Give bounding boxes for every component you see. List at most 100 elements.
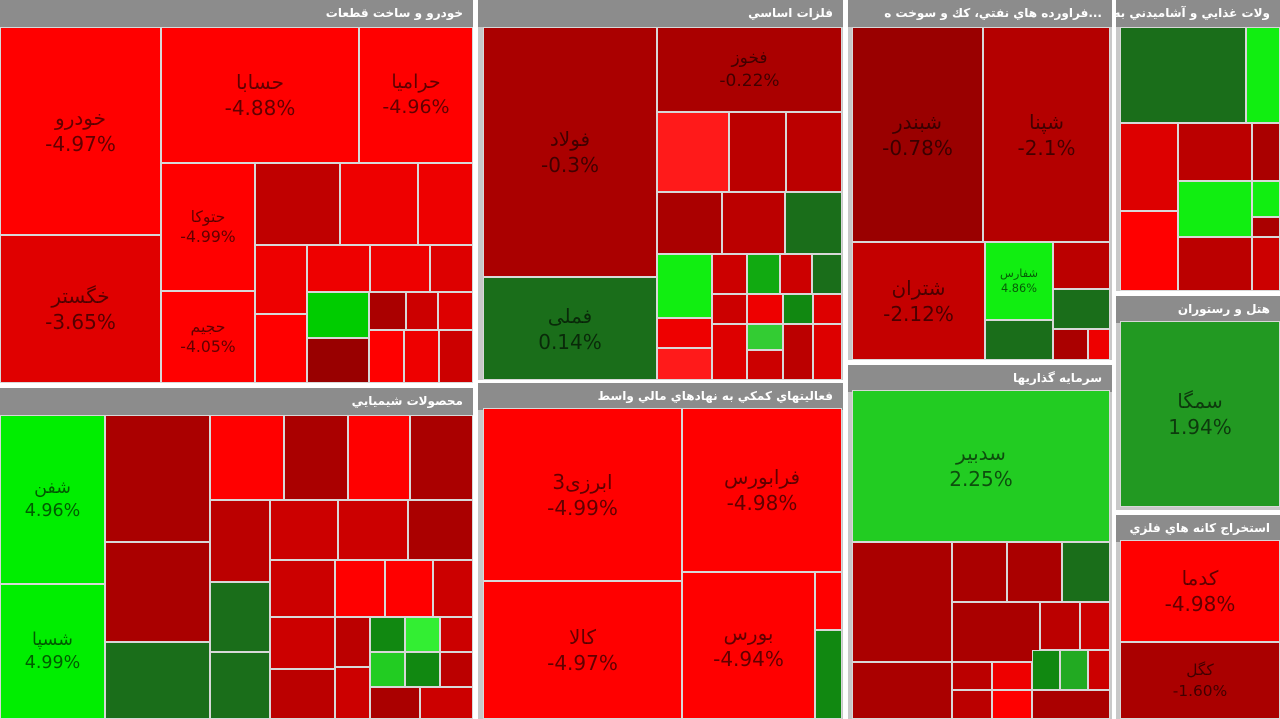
stock-tile <box>1032 650 1060 690</box>
stock-tile <box>852 662 952 719</box>
stock-tile <box>1246 27 1280 123</box>
stock-tile <box>370 245 430 292</box>
stock-tile <box>712 324 747 380</box>
price-change: 2.25% <box>949 467 1013 491</box>
price-change: 4.96% <box>24 500 81 521</box>
price-change: 0.14% <box>538 329 602 354</box>
stock-tile <box>1120 211 1178 291</box>
stock-tile <box>385 560 433 617</box>
sector-title: فعاليتهاي كمكي به نهادهاي مالي واسط <box>478 383 843 410</box>
stock-tile <box>722 192 785 254</box>
price-change: -4.97% <box>547 651 618 675</box>
stock-tile <box>1032 690 1110 719</box>
stock-tile <box>335 667 370 719</box>
stock-symbol: سدبیر <box>956 441 1006 465</box>
stock-tile <box>747 294 783 324</box>
stock-tile <box>815 572 842 630</box>
stock-symbol: فخوز <box>731 48 768 69</box>
stock-tile: خودرو -4.97% <box>0 27 161 235</box>
stock-tile <box>420 687 473 719</box>
sector-title: هتل و رستوران <box>1116 296 1280 323</box>
stock-tile <box>105 542 210 642</box>
stock-tile <box>952 662 992 690</box>
stock-tile <box>657 112 729 192</box>
price-change: -1.60% <box>1172 681 1228 700</box>
stock-symbol: شتران <box>891 276 946 300</box>
stock-tile <box>335 560 385 617</box>
price-change: -4.88% <box>224 96 296 120</box>
stock-tile <box>335 617 370 667</box>
stock-tile: سمگا 1.94% <box>1120 321 1280 507</box>
sector-title: استخراج كانه هاي فلزي <box>1116 515 1280 542</box>
stock-tile <box>270 560 335 617</box>
stock-symbol: بورس <box>723 620 774 645</box>
stock-tile <box>1053 329 1088 360</box>
stock-tile <box>210 415 284 500</box>
stock-symbol: حجیم <box>190 316 226 336</box>
stock-tile: حجیم -4.05% <box>161 291 255 383</box>
stock-symbol: شفارس <box>1000 266 1038 281</box>
stock-tile <box>440 617 473 652</box>
stock-tile <box>340 163 418 245</box>
price-change: -3.65% <box>45 310 116 334</box>
stock-tile <box>657 348 712 380</box>
stock-symbol: شبندر <box>893 109 942 134</box>
stock-tile <box>747 350 783 380</box>
stock-tile <box>440 652 473 687</box>
price-change: -0.22% <box>719 70 780 91</box>
stock-symbol: کالا <box>568 625 597 649</box>
stock-tile <box>1040 602 1080 650</box>
stock-tile <box>255 163 340 245</box>
sector-title: سرمايه گذاريها <box>848 365 1112 392</box>
stock-tile <box>406 292 438 330</box>
stock-tile: کالا -4.97% <box>483 581 682 719</box>
stock-tile <box>1088 650 1110 690</box>
stock-symbol: کدما <box>1181 566 1219 590</box>
stock-tile <box>1120 27 1246 123</box>
sector-title: ...فراورده هاي نفتي، كك و سوخت ه <box>848 0 1112 27</box>
stock-tile: سدبیر 2.25% <box>852 390 1110 542</box>
stock-tile <box>952 542 1007 602</box>
stock-symbol: فرابورس <box>723 465 801 489</box>
stock-tile <box>210 652 270 719</box>
stock-tile: فولاد -0.3% <box>483 27 657 277</box>
stock-tile <box>729 112 786 192</box>
stock-tile <box>1252 181 1280 217</box>
stock-tile <box>439 330 473 383</box>
stock-tile <box>430 245 473 292</box>
stock-tile <box>1060 650 1088 690</box>
stock-symbol: شفن <box>34 477 71 498</box>
stock-tile: ابرزی3 -4.99% <box>483 408 682 581</box>
stock-tile <box>786 112 842 192</box>
stock-tile <box>783 294 813 324</box>
stock-tile: خگستر -3.65% <box>0 235 161 383</box>
stock-tile <box>657 254 712 318</box>
stock-tile <box>813 294 842 324</box>
stock-tile <box>255 314 307 383</box>
stock-tile <box>1252 217 1280 237</box>
stock-symbol: حتوکا <box>190 206 226 226</box>
stock-tile <box>307 292 369 338</box>
price-change: -4.98% <box>726 491 798 515</box>
stock-tile <box>985 320 1053 360</box>
stock-tile: حرامیا -4.96% <box>359 27 473 163</box>
stock-tile: شبندر -0.78% <box>852 27 983 242</box>
stock-tile <box>270 617 335 669</box>
price-change: -2.12% <box>883 302 954 326</box>
stock-tile <box>410 415 473 500</box>
stock-tile: شسپا 4.99% <box>0 584 105 719</box>
stock-tile <box>812 254 842 294</box>
stock-tile <box>1178 181 1252 237</box>
price-change: -4.97% <box>45 132 116 156</box>
stock-tile <box>992 690 1032 719</box>
price-change: -4.99% <box>547 495 618 520</box>
price-change: -4.98% <box>1164 592 1236 616</box>
stock-tile: کدما -4.98% <box>1120 540 1280 642</box>
stock-tile <box>712 294 747 324</box>
stock-tile <box>952 602 1040 662</box>
stock-tile <box>284 415 348 500</box>
stock-symbol: فولاد <box>549 127 591 151</box>
price-change: 4.86% <box>1001 281 1037 295</box>
stock-tile: شتران -2.12% <box>852 242 985 360</box>
